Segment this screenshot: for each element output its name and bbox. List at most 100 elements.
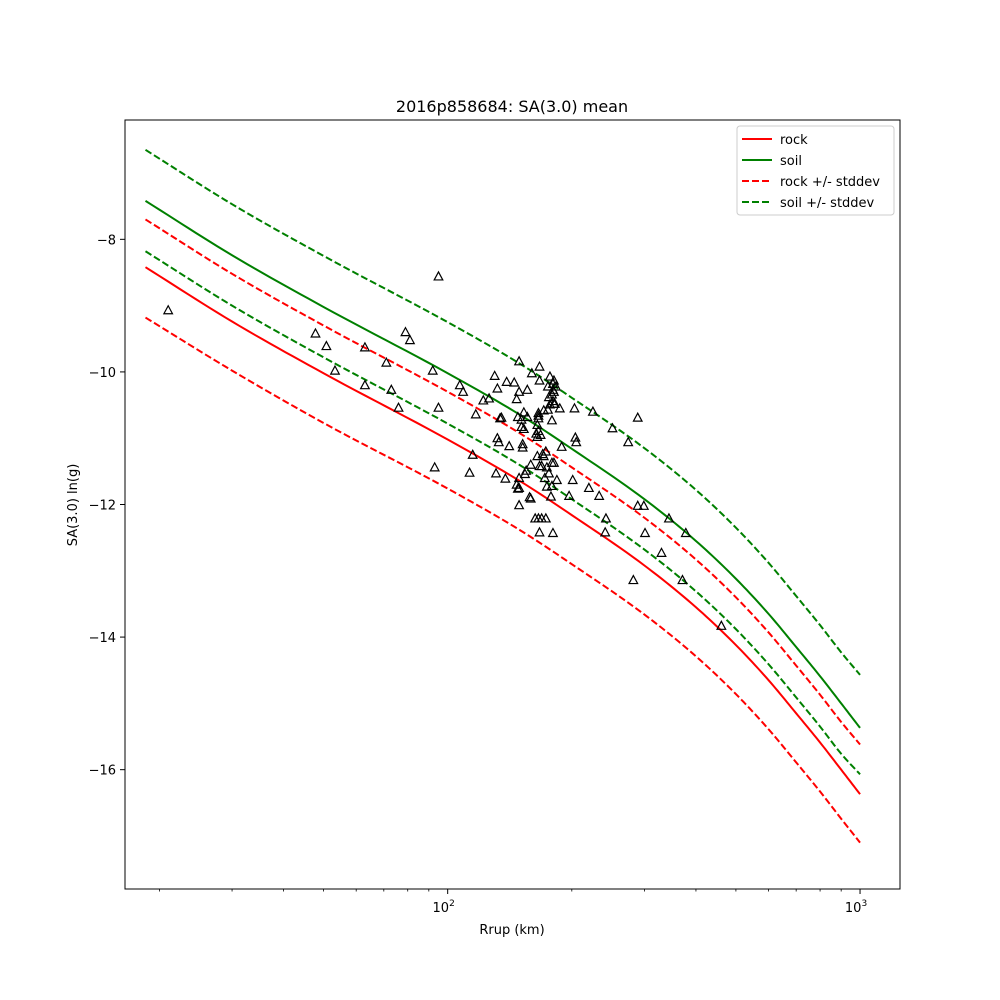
data-point (329, 364, 341, 375)
data-point (569, 402, 580, 413)
data-point (534, 374, 545, 385)
data-point (533, 412, 544, 423)
data-point (490, 467, 502, 478)
data-point (587, 405, 599, 416)
data-point (546, 480, 558, 491)
data-point (538, 450, 550, 461)
data-point (554, 402, 566, 413)
data-point (534, 360, 545, 371)
data-point (493, 436, 505, 447)
data-point (513, 482, 525, 493)
plot-area (144, 148, 861, 844)
data-point (526, 367, 538, 378)
data-point (556, 441, 567, 451)
data-point (546, 414, 558, 425)
data-point (632, 411, 644, 422)
data-point (532, 431, 543, 441)
data-point (628, 574, 639, 585)
series-line-soil-3 (144, 200, 861, 729)
data-point (489, 370, 500, 380)
data-point (492, 382, 503, 393)
data-point (433, 270, 444, 281)
data-point (500, 472, 511, 483)
data-point (539, 472, 551, 483)
data-point (522, 411, 533, 422)
data-point (454, 379, 466, 390)
data-point (543, 467, 555, 478)
data-point (677, 574, 688, 585)
data-point (530, 427, 542, 438)
data-point (599, 526, 611, 537)
data-point (404, 334, 416, 345)
data-point (548, 456, 560, 467)
data-point (639, 527, 651, 538)
data-point (513, 355, 525, 366)
data-point (551, 474, 563, 485)
data-point (457, 386, 469, 396)
data-point (511, 393, 522, 404)
y-axis-label: SA(3.0) ln(g) (66, 464, 81, 547)
data-point (550, 380, 562, 391)
y-tick-label: −10 (89, 366, 116, 381)
data-point (632, 500, 644, 510)
y-axis: −8 −10 −12 −14 −16 (89, 233, 125, 779)
data-point (570, 436, 582, 447)
data-point (567, 474, 579, 485)
data-point (513, 386, 525, 396)
data-point (386, 384, 397, 394)
data-point (540, 512, 552, 523)
data-point (663, 512, 675, 523)
legend-label: soil (780, 154, 802, 169)
data-point (542, 403, 554, 414)
data-point (400, 326, 411, 337)
data-point (517, 438, 528, 449)
data-point (525, 492, 537, 503)
series-line-rock-stddev-1 (144, 218, 861, 746)
data-point (429, 461, 440, 472)
data-point (518, 406, 530, 417)
legend-box (736, 125, 895, 216)
data-point (501, 376, 512, 386)
data-point (321, 340, 332, 351)
data-point (483, 392, 495, 403)
data-point (512, 411, 524, 422)
data-point (547, 527, 559, 538)
data-point (492, 432, 503, 443)
data-point (467, 449, 479, 459)
data-point (545, 490, 557, 501)
data-point (525, 458, 537, 469)
data-point (536, 460, 547, 471)
data-point (600, 512, 612, 523)
data-point (563, 490, 575, 500)
data-point (540, 445, 552, 456)
series-line-rock-stddev-2 (144, 316, 861, 844)
data-point (393, 401, 404, 412)
data-point (470, 408, 482, 419)
data-point (496, 411, 507, 422)
data-point (494, 412, 506, 423)
data-point (656, 547, 667, 557)
data-point (359, 341, 371, 352)
chart-title: 2016p858684: SA(3.0) mean (396, 97, 628, 116)
data-point (549, 397, 561, 408)
data-point (533, 409, 544, 420)
data-point (622, 436, 634, 447)
data-point (512, 482, 524, 493)
data-point (508, 376, 520, 387)
data-point (607, 422, 618, 433)
data-point (427, 364, 439, 375)
data-point (541, 461, 553, 472)
y-tick-label: −14 (89, 631, 116, 646)
series-line-rock-0 (144, 266, 861, 795)
data-point (310, 327, 321, 338)
data-point (162, 304, 174, 315)
legend-label: soil +/- stddev (780, 196, 875, 211)
data-point (680, 527, 692, 538)
data-point (433, 401, 444, 412)
data-point (359, 379, 371, 390)
y-tick-label: −16 (89, 764, 116, 779)
data-point (593, 490, 605, 500)
data-point (716, 620, 727, 630)
data-point (503, 440, 515, 451)
